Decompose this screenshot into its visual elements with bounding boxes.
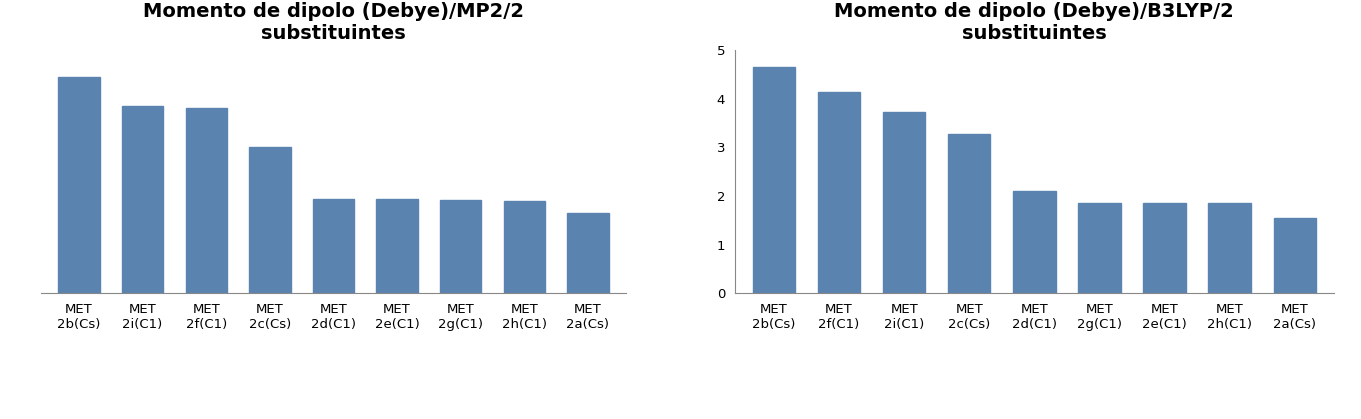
Bar [249,147,290,293]
Bar [1013,191,1056,293]
Bar [753,67,795,293]
Bar [949,134,991,293]
Bar [185,108,227,293]
Bar [1143,203,1185,293]
Title: Momento de dipolo (Debye)/B3LYP/2
substituintes: Momento de dipolo (Debye)/B3LYP/2 substi… [834,2,1234,43]
Bar [377,199,418,293]
Bar [1078,203,1120,293]
Bar [1274,218,1316,293]
Bar [883,112,925,293]
Title: Momento de dipolo (Debye)/MP2/2
substituintes: Momento de dipolo (Debye)/MP2/2 substitu… [143,2,524,43]
Bar [440,200,482,293]
Bar [1209,203,1251,293]
Bar [568,213,608,293]
Bar [313,199,354,293]
Bar [59,77,99,293]
Bar [818,92,860,293]
Bar [504,201,544,293]
Bar [122,106,163,293]
